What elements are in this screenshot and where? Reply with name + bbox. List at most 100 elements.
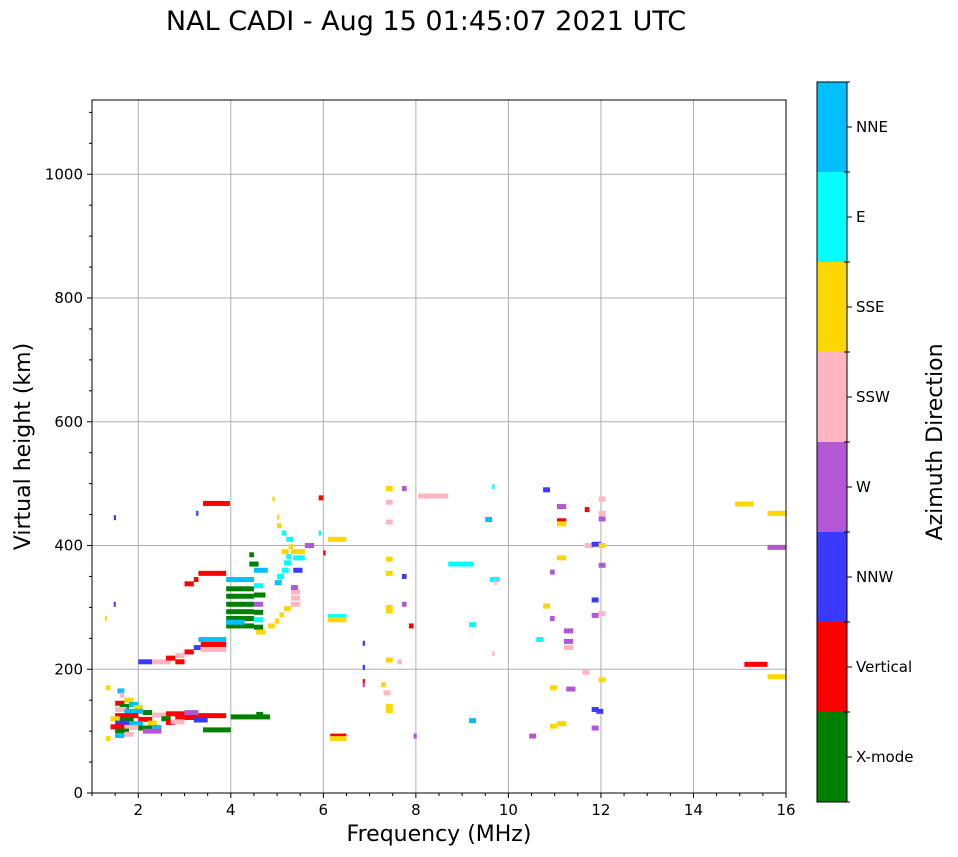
echo-trace xyxy=(267,623,275,629)
echo-trace xyxy=(284,560,291,566)
echo-trace xyxy=(596,708,604,714)
echo-trace xyxy=(142,710,153,716)
echo-trace xyxy=(138,716,153,722)
echo-trace xyxy=(550,685,557,691)
echo-trace xyxy=(138,725,153,731)
echo-trace xyxy=(413,733,417,739)
echo-trace xyxy=(556,555,567,561)
echo-trace xyxy=(124,724,139,730)
echo-trace xyxy=(286,554,291,560)
echo-trace xyxy=(281,530,287,536)
echo-trace xyxy=(767,674,786,680)
echo-trace xyxy=(323,550,326,556)
echo-trace xyxy=(281,567,289,573)
echo-trace xyxy=(253,567,268,573)
y-tick-label: 0 xyxy=(73,784,83,802)
echo-trace xyxy=(563,628,574,634)
echo-trace xyxy=(598,677,606,683)
echo-trace xyxy=(767,510,786,516)
echo-trace xyxy=(591,725,599,731)
echo-trace xyxy=(735,501,754,507)
echo-trace xyxy=(166,655,176,661)
echo-trace xyxy=(327,617,347,623)
echo-trace xyxy=(253,601,264,607)
y-axis-label: Virtual height (km) xyxy=(11,343,36,550)
echo-trace xyxy=(113,515,117,521)
x-tick-label: 12 xyxy=(591,801,610,819)
echo-trace xyxy=(115,713,139,719)
echo-trace xyxy=(193,645,201,651)
echo-trace xyxy=(249,552,254,558)
echo-trace xyxy=(226,609,254,615)
echo-trace xyxy=(105,736,111,742)
echo-trace xyxy=(550,569,555,575)
echo-trace xyxy=(133,705,143,711)
y-tick-label: 400 xyxy=(54,537,83,555)
echo-trace xyxy=(489,577,500,583)
colorbar: X-mode Vertical NNW W SSW SSE E NNE xyxy=(816,81,913,803)
colorbar-tick-label: Vertical xyxy=(856,658,912,676)
echo-trace xyxy=(230,714,254,720)
echo-trace xyxy=(293,555,305,561)
echo-trace xyxy=(152,724,162,730)
echo-trace xyxy=(529,733,537,739)
y-tick-label: 600 xyxy=(54,413,83,431)
echo-trace xyxy=(492,651,495,657)
echo-trace xyxy=(193,717,208,723)
echo-trace xyxy=(124,731,134,737)
echo-trace xyxy=(110,716,120,722)
echo-trace xyxy=(170,719,185,725)
x-tick-label: 4 xyxy=(226,801,236,819)
echo-trace xyxy=(184,649,194,655)
echo-trace xyxy=(556,504,567,510)
echo-trace xyxy=(598,496,606,502)
colorbar-tick-label: X-mode xyxy=(856,748,913,766)
echo-trace xyxy=(184,581,194,587)
echo-trace xyxy=(200,646,227,652)
echo-trace xyxy=(198,637,227,643)
colorbar-tick-label: NNE xyxy=(856,118,888,136)
echo-trace xyxy=(129,721,143,727)
echo-trace xyxy=(744,661,768,667)
axis-ticks: 2 4 6 8 10 12 14 16 0 200 400 600 800 1000 xyxy=(45,111,796,819)
echo-trace xyxy=(381,682,386,688)
echo-trace xyxy=(113,601,116,607)
x-tick-label: 8 xyxy=(411,801,421,819)
y-tick-label: 800 xyxy=(54,289,83,307)
colorbar-swatch xyxy=(817,712,847,802)
echo-trace xyxy=(253,592,266,598)
echo-traces xyxy=(104,484,786,742)
echo-trace xyxy=(226,623,254,629)
echo-trace xyxy=(318,530,322,536)
echo-trace xyxy=(543,487,551,493)
colorbar-tick-label: SSW xyxy=(856,388,890,406)
echo-trace xyxy=(119,703,130,709)
echo-trace xyxy=(290,589,301,595)
echo-trace xyxy=(385,570,393,576)
colorbar-swatch xyxy=(817,442,847,532)
echo-trace xyxy=(290,549,305,555)
echo-trace xyxy=(290,585,298,591)
x-tick-label: 6 xyxy=(319,801,329,819)
echo-trace xyxy=(286,536,294,542)
echo-trace xyxy=(598,516,606,522)
echo-trace xyxy=(274,618,280,624)
echo-trace xyxy=(492,484,495,490)
grid-lines xyxy=(92,100,786,793)
echo-trace xyxy=(362,679,365,685)
echo-trace xyxy=(362,682,365,688)
echo-trace xyxy=(385,499,393,505)
echo-trace xyxy=(119,692,125,698)
colorbar-tick-label: E xyxy=(856,208,865,226)
echo-trace xyxy=(175,659,185,665)
echo-trace xyxy=(124,697,134,703)
echo-trace xyxy=(469,622,477,628)
echo-trace xyxy=(253,617,264,623)
echo-trace xyxy=(115,720,130,726)
echo-trace xyxy=(385,703,393,709)
colorbar-tick-label: SSE xyxy=(856,298,885,316)
echo-trace xyxy=(105,685,111,691)
echo-trace xyxy=(383,690,391,696)
echo-trace xyxy=(401,573,407,579)
